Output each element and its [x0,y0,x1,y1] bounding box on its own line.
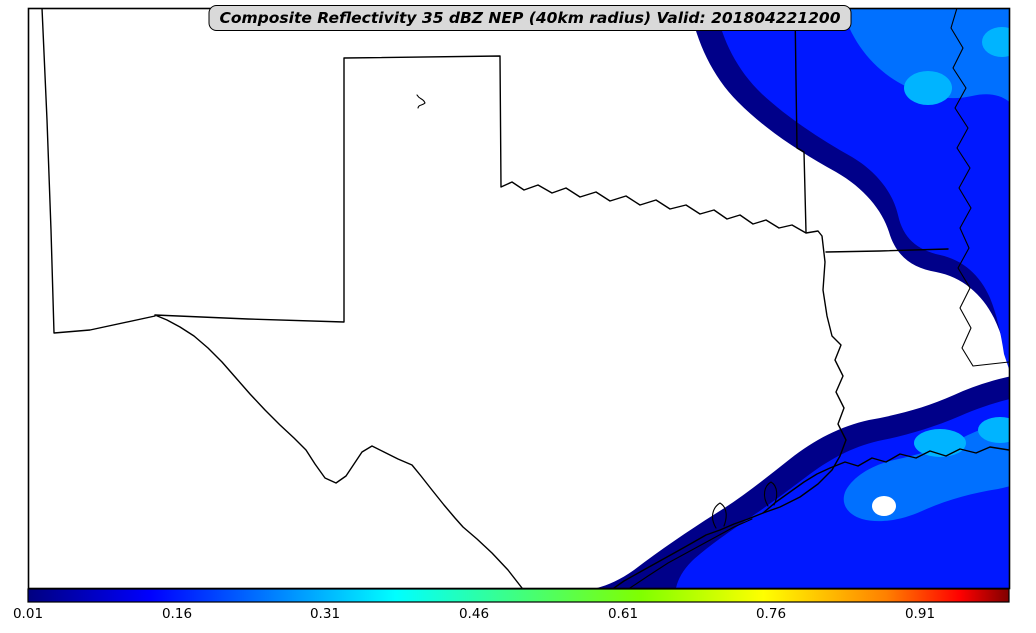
colorbar [27,588,1010,603]
texas-barrier-islands [629,518,753,588]
arkansas-louisiana-border [825,248,949,253]
colorbar-tick-5: 0.76 [756,606,786,622]
colorbar-tick-0: 0.01 [13,606,43,622]
colorbar-tick-3: 0.46 [459,606,489,622]
contour-gulf-level4-spot-a [914,429,966,457]
map-outlines [41,8,1009,588]
colorbar-tick-1: 0.16 [162,606,192,622]
nep-contour-fills [597,8,1009,588]
colorbar-tick-4: 0.61 [608,606,638,622]
colorbar-tick-2: 0.31 [310,606,340,622]
panhandle-river-squiggle [416,94,426,109]
contour-northeast-level3 [842,8,1009,102]
new-mexico-outline [41,8,156,334]
contour-northeast-level4-spot-a [904,71,952,105]
contour-gulf-white-hole [872,496,896,516]
oklahoma-arkansas-border [794,8,807,233]
contour-gulf-level3 [843,419,1009,522]
galveston-bay-outline [711,502,727,529]
mississippi-river-border [950,8,1009,367]
texas-outline [154,55,847,588]
louisiana-coastline [762,446,1009,514]
sabine-lake-outline [763,481,778,507]
contour-northeast-level4-spot-b [982,27,1009,57]
plot-title: Composite Reflectivity 35 dBZ NEP (40km … [208,5,852,31]
contour-gulf-level4-spot-b [978,417,1009,443]
colorbar-tick-6: 0.91 [905,606,935,622]
